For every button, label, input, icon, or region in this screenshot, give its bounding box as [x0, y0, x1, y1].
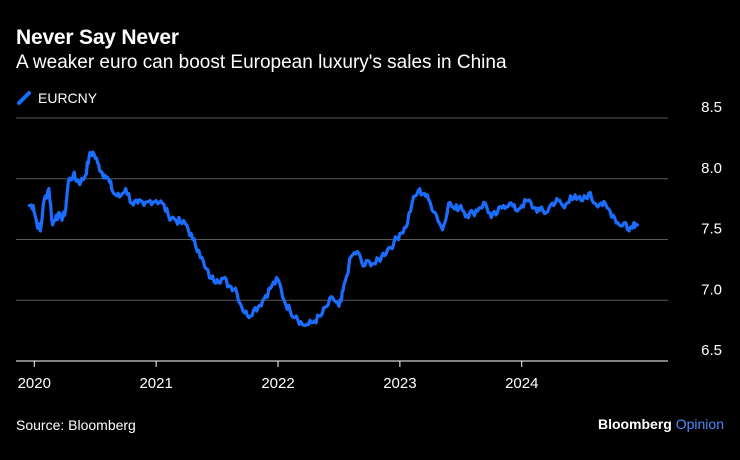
x-axis: 2020 2021 2022 2023 2024	[16, 360, 668, 392]
source-note: Source: Bloomberg	[16, 417, 136, 433]
grid-lines	[16, 117, 668, 362]
x-tick-label: 2023	[383, 375, 416, 392]
y-tick-label: 7.5	[701, 221, 722, 238]
brand-name: Bloomberg	[597, 416, 672, 432]
chart-subtitle: A weaker euro can boost European luxury'…	[16, 52, 507, 73]
brand-logo: Bloomberg Opinion	[598, 416, 724, 432]
legend: EURCNY	[16, 90, 97, 106]
legend-line-icon	[17, 91, 31, 105]
y-tick-label: 8.5	[701, 99, 722, 116]
y-tick-label: 8.0	[701, 160, 722, 177]
series-group	[27, 150, 640, 328]
chart-title: Never Say Never	[16, 26, 179, 49]
brand-suffix: Opinion	[675, 416, 724, 432]
y-tick-label: 6.5	[701, 342, 722, 359]
y-tick-label: 7.0	[701, 281, 722, 298]
x-tick-label: 2022	[261, 375, 294, 392]
x-tick-label: 2024	[505, 375, 538, 392]
y-axis: 8.5 8.0 7.5 7.0 6.5	[701, 99, 722, 359]
legend-label-eurcny: EURCNY	[38, 90, 98, 106]
x-tick-label: 2021	[139, 375, 172, 392]
x-tick-label: 2020	[18, 375, 51, 392]
series-line-eurcny	[27, 150, 640, 328]
